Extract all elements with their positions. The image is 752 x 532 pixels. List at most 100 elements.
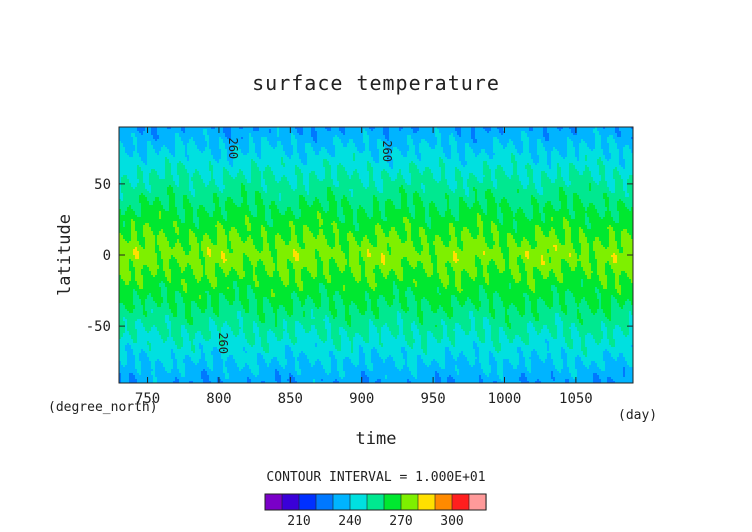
field-cell	[301, 135, 304, 138]
field-cell	[351, 147, 354, 150]
field-cell	[491, 129, 494, 132]
field-cell	[443, 135, 446, 138]
field-cell	[401, 127, 404, 130]
field-cell	[555, 127, 558, 130]
field-cell	[235, 137, 238, 140]
field-cell	[421, 127, 424, 130]
field-cell	[499, 127, 502, 130]
field-cell	[595, 145, 598, 148]
field-cell	[433, 141, 436, 144]
field-cell	[579, 137, 582, 140]
field-cell	[549, 131, 552, 134]
field-cell	[265, 135, 268, 138]
field-cell	[307, 141, 310, 144]
field-cell	[325, 127, 328, 130]
field-cell	[287, 139, 290, 142]
field-cell	[309, 137, 312, 140]
field-cell	[471, 127, 474, 130]
field-cell	[607, 135, 610, 138]
field-cell	[165, 135, 168, 138]
field-cell	[517, 129, 520, 132]
field-cell	[313, 141, 316, 144]
field-cell	[479, 137, 482, 140]
field-cell	[309, 133, 312, 136]
field-cell	[369, 147, 372, 150]
field-cell	[171, 145, 174, 148]
field-cell	[341, 145, 344, 148]
field-cell	[449, 127, 452, 130]
field-cell	[275, 141, 278, 144]
field-cell	[131, 135, 134, 138]
field-cell	[361, 143, 364, 146]
field-cell	[269, 145, 272, 148]
field-cell	[385, 141, 388, 144]
field-cell	[163, 143, 166, 146]
field-cell	[393, 127, 396, 130]
field-cell	[177, 127, 180, 130]
field-cell	[415, 147, 418, 150]
field-cell	[359, 145, 362, 148]
field-cell	[597, 139, 600, 142]
field-cell	[617, 131, 620, 134]
field-cell	[129, 129, 132, 132]
field-cell	[373, 143, 376, 146]
field-cell	[387, 141, 390, 144]
field-cell	[279, 135, 282, 138]
field-cell	[403, 147, 406, 150]
field-cell	[255, 143, 258, 146]
field-cell	[341, 141, 344, 144]
field-cell	[617, 141, 620, 144]
field-cell	[277, 137, 280, 140]
field-cell	[521, 135, 524, 138]
field-cell	[193, 137, 196, 140]
field-cell	[411, 135, 414, 138]
field-cell	[529, 133, 532, 136]
field-cell	[491, 131, 494, 134]
field-cell	[569, 143, 572, 146]
field-cell	[407, 137, 410, 140]
field-cell	[301, 141, 304, 144]
field-cell	[371, 133, 374, 136]
field-cell	[179, 129, 182, 132]
field-cell	[519, 145, 522, 148]
field-cell	[209, 147, 212, 150]
field-cell	[393, 129, 396, 132]
field-cell	[255, 141, 258, 144]
field-cell	[569, 135, 572, 138]
field-cell	[299, 129, 302, 132]
field-cell	[565, 127, 568, 130]
field-cell	[137, 147, 140, 150]
field-cell	[185, 141, 188, 144]
field-cell	[289, 145, 292, 148]
field-cell	[403, 133, 406, 136]
field-cell	[241, 139, 244, 142]
field-cell	[127, 133, 130, 136]
field-cell	[207, 127, 210, 130]
field-cell	[493, 137, 496, 140]
field-cell	[535, 141, 538, 144]
field-cell	[265, 143, 268, 146]
field-cell	[177, 139, 180, 142]
field-cell	[161, 135, 164, 138]
field-cell	[203, 137, 206, 140]
field-cell	[231, 137, 234, 140]
field-cell	[273, 141, 276, 144]
field-cell	[335, 133, 338, 136]
field-cell	[191, 137, 194, 140]
field-cell	[369, 137, 372, 140]
field-cell	[361, 137, 364, 140]
field-cell	[243, 135, 246, 138]
field-cell	[323, 141, 326, 144]
field-cell	[607, 131, 610, 134]
field-cell	[265, 127, 268, 130]
field-cell	[547, 145, 550, 148]
field-cell	[529, 143, 532, 146]
field-cell	[365, 139, 368, 142]
field-cell	[395, 129, 398, 132]
field-cell	[157, 131, 160, 134]
field-cell	[235, 141, 238, 144]
field-cell	[293, 133, 296, 136]
field-cell	[219, 139, 222, 142]
field-cell	[625, 135, 628, 138]
field-cell	[343, 141, 346, 144]
